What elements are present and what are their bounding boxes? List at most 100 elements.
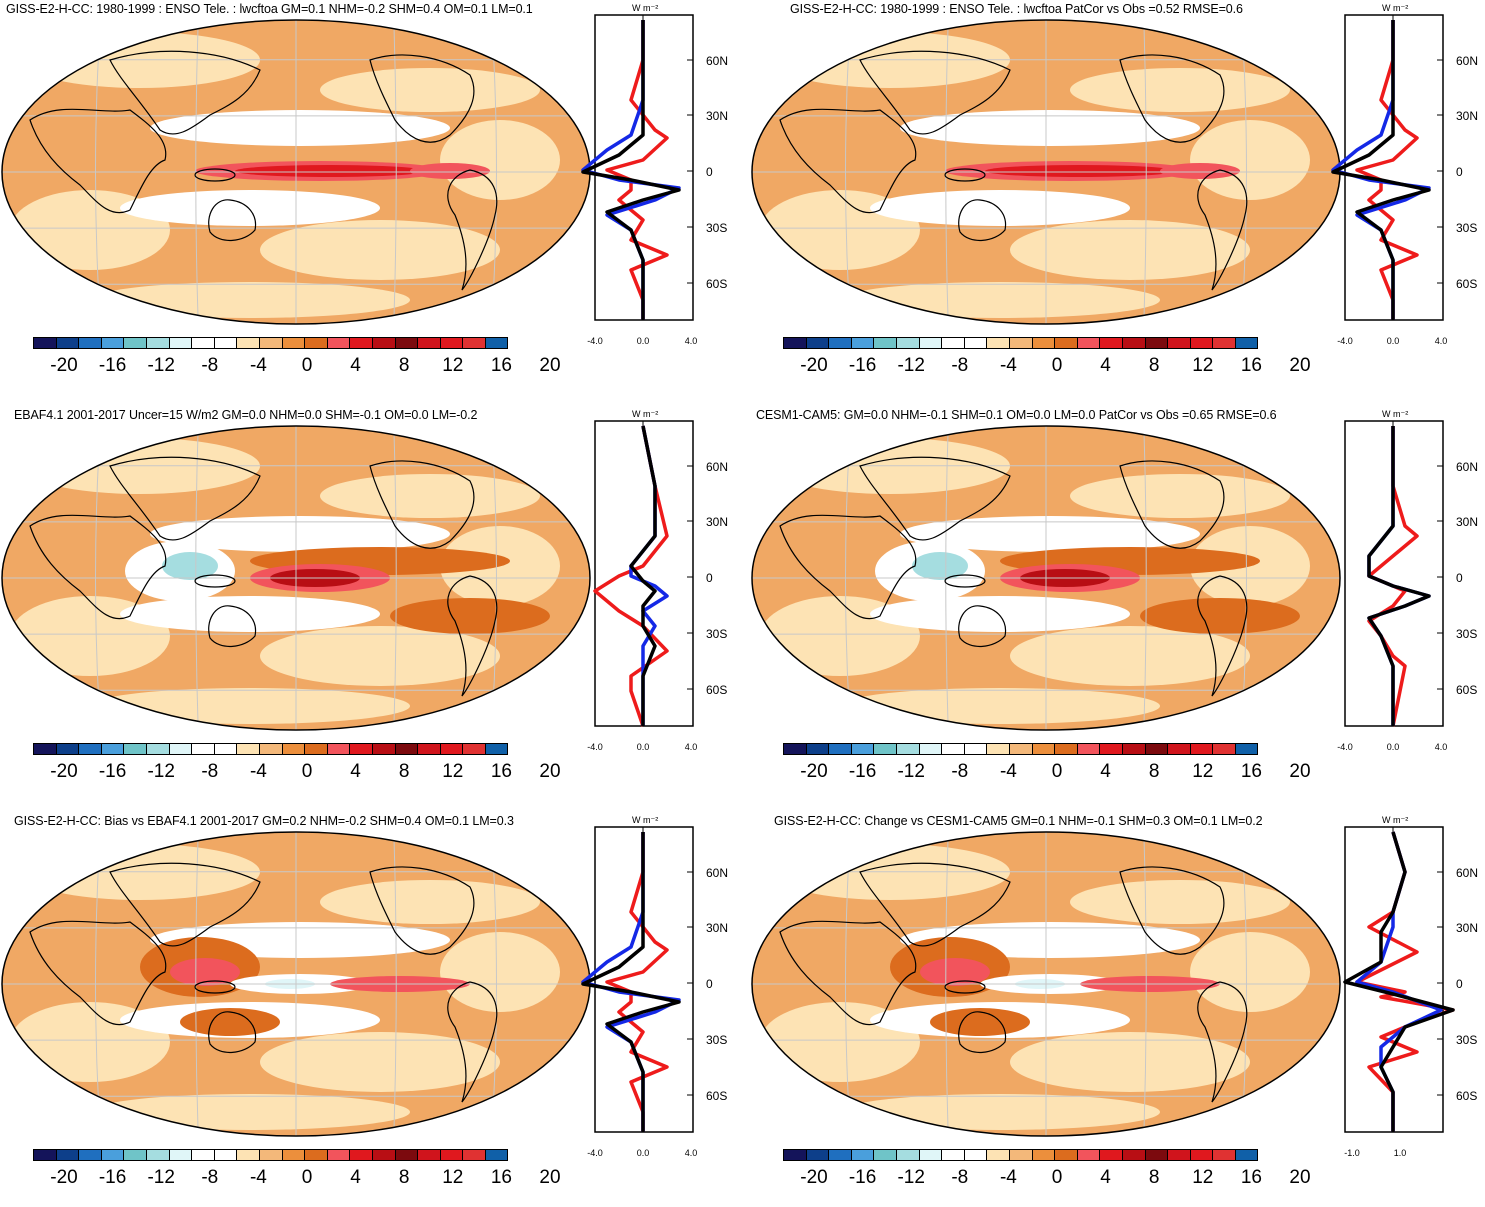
colorbar-labels: -20 -16 -12 -8 -4 0 4 8 12 16 20 <box>33 761 563 785</box>
colorbar-swatch <box>805 1150 829 1160</box>
colorbar-swatch <box>417 744 440 754</box>
colorbar-label: 8 <box>398 355 410 376</box>
panel-1: GISS-E2-H-CC: 1980-1999 : ENSO Tele. : l… <box>0 0 742 395</box>
colorbar-swatch <box>123 338 146 348</box>
black-profile-line <box>581 832 681 1132</box>
colorbar-swatch <box>439 744 463 754</box>
colorbar-swatch <box>1031 1150 1055 1160</box>
colorbar-swatch <box>55 744 79 754</box>
colorbar-label: -16 <box>98 355 127 376</box>
colorbar-swatch <box>145 338 169 348</box>
lat-label: 0 <box>706 977 713 991</box>
colorbar-swatch <box>873 1150 896 1160</box>
colorbar-swatch <box>439 338 463 348</box>
colorbar <box>33 743 509 755</box>
x-tick-label: 4.0 <box>1434 336 1448 346</box>
x-tick-label: 0.0 <box>636 1148 650 1158</box>
colorbar-swatch <box>145 1150 169 1160</box>
colorbar-label: 12 <box>1192 355 1214 376</box>
colorbar-swatch <box>213 338 237 348</box>
colorbar-label: -4 <box>249 1167 267 1188</box>
colorbar-swatch <box>1054 744 1077 754</box>
panel-title: EBAF4.1 2001-2017 Uncer=15 W/m2 GM=0.0 N… <box>14 408 478 422</box>
colorbar-swatch <box>986 1150 1009 1160</box>
blue-profile-line <box>629 425 669 726</box>
colorbar-label: 12 <box>442 761 464 782</box>
colorbar-swatch <box>850 338 874 348</box>
colorbar-swatch <box>1008 744 1032 754</box>
blue-profile-line <box>1367 426 1431 726</box>
lat-label: 30S <box>706 1033 728 1047</box>
x-tick-label: 0.0 <box>636 742 650 752</box>
colorbar-label: -12 <box>147 761 175 782</box>
colorbar-swatch <box>462 338 485 348</box>
colorbar <box>783 337 1259 349</box>
colorbar-swatch <box>1099 1150 1122 1160</box>
colorbar-swatch <box>1144 744 1168 754</box>
colorbar-swatch <box>1076 338 1100 348</box>
panel-2: GISS-E2-H-CC: 1980-1999 : ENSO Tele. : l… <box>750 0 1485 395</box>
colorbar-swatch <box>805 338 829 348</box>
x-tick-label: 4.0 <box>684 742 698 752</box>
lat-label: 30S <box>1456 627 1478 641</box>
black-profile-line <box>629 425 657 726</box>
colorbar-swatch <box>850 1150 874 1160</box>
colorbar-label: -16 <box>848 1167 877 1188</box>
colorbar-swatch <box>394 338 418 348</box>
lat-label: 0 <box>706 165 713 179</box>
colorbar-label: 8 <box>398 1167 410 1188</box>
lat-label: 0 <box>1456 165 1463 179</box>
colorbar-swatch <box>1234 338 1258 348</box>
colorbar-swatch <box>918 744 942 754</box>
colorbar-label: 20 <box>539 355 561 376</box>
colorbar-label: -4 <box>249 355 267 376</box>
colorbar-swatch <box>191 338 214 348</box>
map-and-profile <box>751 420 1444 731</box>
colorbar-label: 4 <box>1100 355 1111 376</box>
colorbar-swatch <box>462 744 485 754</box>
units-label: W m⁻² <box>632 815 659 825</box>
panel-title: GISS-E2-H-CC: 1980-1999 : ENSO Tele. : l… <box>790 2 1243 16</box>
colorbar-label: 0 <box>1051 1167 1063 1188</box>
red-profile-line <box>605 832 669 1132</box>
colorbar-swatch <box>1212 338 1235 348</box>
panel-title: GISS-E2-H-CC: 1980-1999 : ENSO Tele. : l… <box>6 2 533 16</box>
colorbar-label: 8 <box>1148 761 1160 782</box>
colorbar-swatch <box>963 338 987 348</box>
colorbar-label: 12 <box>442 355 464 376</box>
colorbar-swatch <box>484 338 508 348</box>
colorbar-swatch <box>371 1150 395 1160</box>
colorbar-swatch <box>1234 1150 1258 1160</box>
map-field <box>2 426 590 730</box>
x-tick-label: 0.0 <box>636 336 650 346</box>
lat-label: 30S <box>706 221 728 235</box>
lat-label: 60S <box>706 1089 728 1103</box>
colorbar-labels: -20 -16 -12 -8 -4 0 4 8 12 16 20 <box>33 355 563 379</box>
colorbar-swatch <box>78 338 101 348</box>
colorbar-swatch <box>236 338 259 348</box>
colorbar-swatch <box>918 1150 942 1160</box>
coastline <box>779 50 1248 291</box>
map-and-profile <box>1 826 694 1137</box>
colorbar-label: 0 <box>1051 355 1063 376</box>
colorbar-swatch <box>168 1150 192 1160</box>
colorbar-label: 20 <box>539 1167 561 1188</box>
colorbar-swatch <box>394 744 418 754</box>
colorbar-swatch <box>1121 744 1145 754</box>
coastline <box>29 862 498 1103</box>
colorbar-swatch <box>828 744 851 754</box>
colorbar-swatch <box>963 1150 987 1160</box>
colorbar-swatch <box>895 1150 919 1160</box>
colorbar-label: 20 <box>539 761 561 782</box>
colorbar-swatch <box>828 1150 851 1160</box>
colorbar-label: -4 <box>999 761 1017 782</box>
colorbar-swatch <box>258 1150 282 1160</box>
colorbar-swatch <box>349 744 372 754</box>
colorbar-label: 16 <box>490 1167 512 1188</box>
map-and-profile <box>1 420 694 731</box>
colorbar-label: -20 <box>50 761 78 782</box>
colorbar-label: 4 <box>350 355 361 376</box>
black-profile-line <box>1343 831 1455 1132</box>
colorbar-label: 0 <box>301 1167 313 1188</box>
colorbar-swatch <box>304 744 327 754</box>
